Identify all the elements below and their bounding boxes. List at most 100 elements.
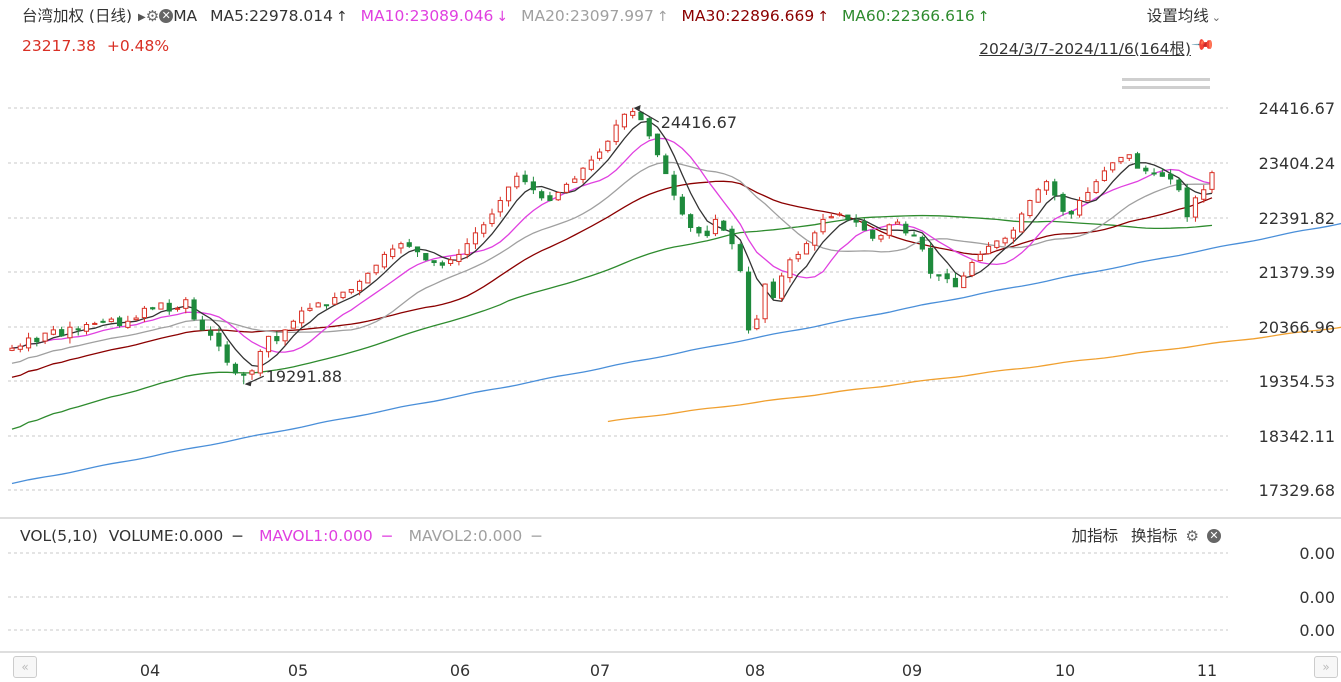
y-tick-label: 19354.53 [1259,372,1335,391]
annotation-label: 24416.67 [661,113,737,132]
arrow-head-icon [633,105,641,110]
candle-body [737,244,743,272]
candle-body [1010,229,1016,239]
candle-body [1027,200,1033,217]
mavol1-value: MAVOL1:0.000 [259,527,373,545]
candle-body [100,320,106,323]
candle-body [1068,210,1074,215]
candle-body [770,281,776,299]
candle-body [745,271,752,331]
candle-body [75,328,81,331]
ma5-value: MA5:22978.014 [210,7,333,25]
candle-body [555,191,561,201]
candle-body [67,326,73,339]
ma20-value: MA20:23097.997 [521,7,654,25]
scroll-right-button[interactable]: » [1314,656,1338,678]
candle-body [257,350,263,374]
candle-body [580,167,586,180]
gear-icon[interactable]: ⚙ [1185,526,1199,545]
candle-body [249,370,255,375]
candle-body [985,245,992,255]
vol-label: VOL(5,10) [20,527,98,545]
gear-icon[interactable]: ⚙ [145,6,160,25]
candle-body [241,373,247,376]
candle-body [547,195,553,202]
candle-body [1052,181,1058,196]
time-x-axis: 04 05 06 07 08 09 10 11 [140,661,1217,680]
candle-body [108,318,114,323]
date-range[interactable]: 2024/3/7-2024/11/6(164根) [979,40,1191,58]
candle-body [34,337,40,343]
candle-body [59,329,65,337]
candle-body [83,324,90,332]
ma5-arrow-icon: ↑ [336,9,348,25]
candle-body [323,304,330,307]
candle-body [332,297,338,305]
x-tick-label: 09 [902,661,922,680]
candle-body [216,332,222,347]
candle-body [1126,154,1132,159]
candle-body [1143,167,1149,172]
candle-body [1209,172,1215,190]
candle-body [472,232,479,245]
mavol2-value: MAVOL2:0.000 [408,527,523,545]
candle-body [50,329,56,335]
candle-body [630,111,636,116]
candle-body [795,253,801,260]
expand-triangle-icon[interactable]: ▶ [138,12,146,23]
candle-body [42,332,48,342]
candle-body [1043,181,1050,191]
candle-body [779,275,785,299]
close-icon[interactable]: ✕ [159,8,174,23]
switch-indicator-button[interactable]: 换指标 [1131,527,1178,545]
candle-body [994,240,1000,248]
candle-body [1019,213,1025,233]
candle-body [638,111,644,121]
candle-body [456,253,462,262]
candle-body [290,320,296,329]
ma-settings-button[interactable]: 设置均线 ⌄ [1147,4,1221,30]
ma10-value: MA10:23089.046 [360,7,494,25]
close-icon[interactable]: ✕ [1207,528,1221,543]
candle-body [721,220,727,231]
candle-body [1002,237,1008,244]
candle-body [1035,189,1041,203]
candle-body [671,174,677,196]
candle-body [1151,172,1157,175]
volume-dash: − [231,527,245,545]
candle-body [1201,189,1207,200]
candle-body [150,307,156,310]
candlesticks [9,108,1215,385]
candle-body [199,319,205,331]
extreme-annotations: 24416.67 19291.88 [244,105,737,387]
candle-body [977,253,983,262]
candle-body [191,299,197,320]
candle-body [183,299,189,309]
candle-body [356,280,363,292]
candle-body [1101,170,1108,181]
ma5-line [11,120,1213,368]
x-tick-label: 06 [450,661,470,680]
candle-body [92,322,98,325]
add-indicator-button[interactable]: 加指标 [1071,527,1119,545]
candle-body [232,363,239,374]
candle-body [9,347,15,351]
candle-body [390,248,396,258]
candle-body [820,218,826,233]
candle-body [539,191,545,199]
candle-body [208,330,214,336]
candle-body [174,307,181,310]
candle-body [448,259,454,264]
ma60-line [11,214,1213,430]
candle-body [646,118,652,137]
candle-body [688,214,694,228]
candle-body [125,320,131,328]
candle-body [961,275,967,289]
chart-title: 台湾加权 (日线) [22,7,133,25]
scroll-left-button[interactable]: « [13,656,37,678]
ma-label: MA [173,7,198,25]
candle-body [373,264,379,274]
candle-body [845,214,851,220]
candle-body [1085,191,1091,202]
